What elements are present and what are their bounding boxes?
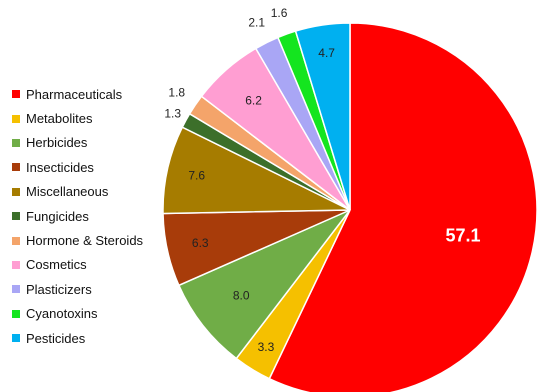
legend-item-cyanotoxins: Cyanotoxins (12, 302, 143, 326)
data-label-pharmaceuticals: 57.1 (446, 226, 481, 246)
legend-item-hormone-steroids: Hormone & Steroids (12, 228, 143, 252)
legend-label-fungicides: Fungicides (26, 208, 89, 224)
legend-swatch-hormone-steroids (12, 236, 20, 245)
data-label-cosmetics: 6.2 (245, 94, 262, 108)
legend-label-pharmaceuticals: Pharmaceuticals (26, 86, 123, 102)
legend-label-cosmetics: Cosmetics (26, 257, 87, 273)
legend-swatch-herbicides (12, 138, 20, 147)
data-label-metabolites: 3.3 (258, 340, 275, 354)
legend-label-plasticizers: Plasticizers (26, 281, 92, 297)
data-label-herbicides: 8.0 (233, 289, 250, 303)
legend-item-cosmetics: Cosmetics (12, 253, 143, 277)
data-label-pesticides: 4.7 (318, 46, 335, 60)
legend-swatch-fungicides (12, 212, 20, 221)
legend-swatch-miscellaneous (12, 187, 20, 196)
pie-slice-pesticides (294, 22, 351, 211)
chart-legend: Pharmaceuticals Metabolites Herbicides Inse… (12, 82, 143, 350)
legend-item-pharmaceuticals: Pharmaceuticals (12, 82, 143, 106)
legend-swatch-insecticides (12, 163, 20, 172)
pie-slice-pharmaceuticals (268, 22, 537, 392)
legend-item-insecticides: Insecticides (12, 155, 143, 179)
legend-swatch-plasticizers (12, 285, 20, 294)
data-label-plasticizers: 2.1 (248, 16, 265, 30)
legend-item-plasticizers: Plasticizers (12, 277, 143, 301)
legend-swatch-cosmetics (12, 260, 20, 269)
pie-data-labels: 57.1 3.3 8.0 6.3 7.6 1.3 1.8 6.2 2.1 1.6 4.7 (164, 6, 480, 354)
legend-swatch-cyanotoxins (12, 309, 20, 318)
data-label-fungicides: 1.3 (164, 106, 181, 120)
legend-label-hormone-steroids: Hormone & Steroids (26, 233, 144, 249)
data-label-hormone-steroids: 1.8 (168, 85, 185, 99)
legend-item-fungicides: Fungicides (12, 204, 143, 228)
data-label-miscellaneous: 7.6 (188, 169, 205, 183)
legend-label-metabolites: Metabolites (26, 111, 93, 127)
legend-label-herbicides: Herbicides (26, 135, 88, 151)
data-label-cyanotoxins: 1.6 (271, 6, 288, 20)
legend-swatch-pharmaceuticals (12, 90, 20, 99)
pie-slices (162, 22, 537, 392)
legend-item-pesticides: Pesticides (12, 326, 143, 350)
legend-label-cyanotoxins: Cyanotoxins (26, 306, 98, 322)
legend-label-insecticides: Insecticides (26, 159, 94, 175)
legend-label-miscellaneous: Miscellaneous (26, 184, 109, 200)
legend-item-metabolites: Metabolites (12, 106, 143, 130)
legend-item-herbicides: Herbicides (12, 131, 143, 155)
legend-item-miscellaneous: Miscellaneous (12, 180, 143, 204)
legend-label-pesticides: Pesticides (26, 330, 86, 346)
legend-swatch-pesticides (12, 334, 20, 343)
data-label-insecticides: 6.3 (192, 236, 209, 250)
legend-swatch-metabolites (12, 114, 20, 123)
pie-slice-herbicides (177, 209, 351, 360)
